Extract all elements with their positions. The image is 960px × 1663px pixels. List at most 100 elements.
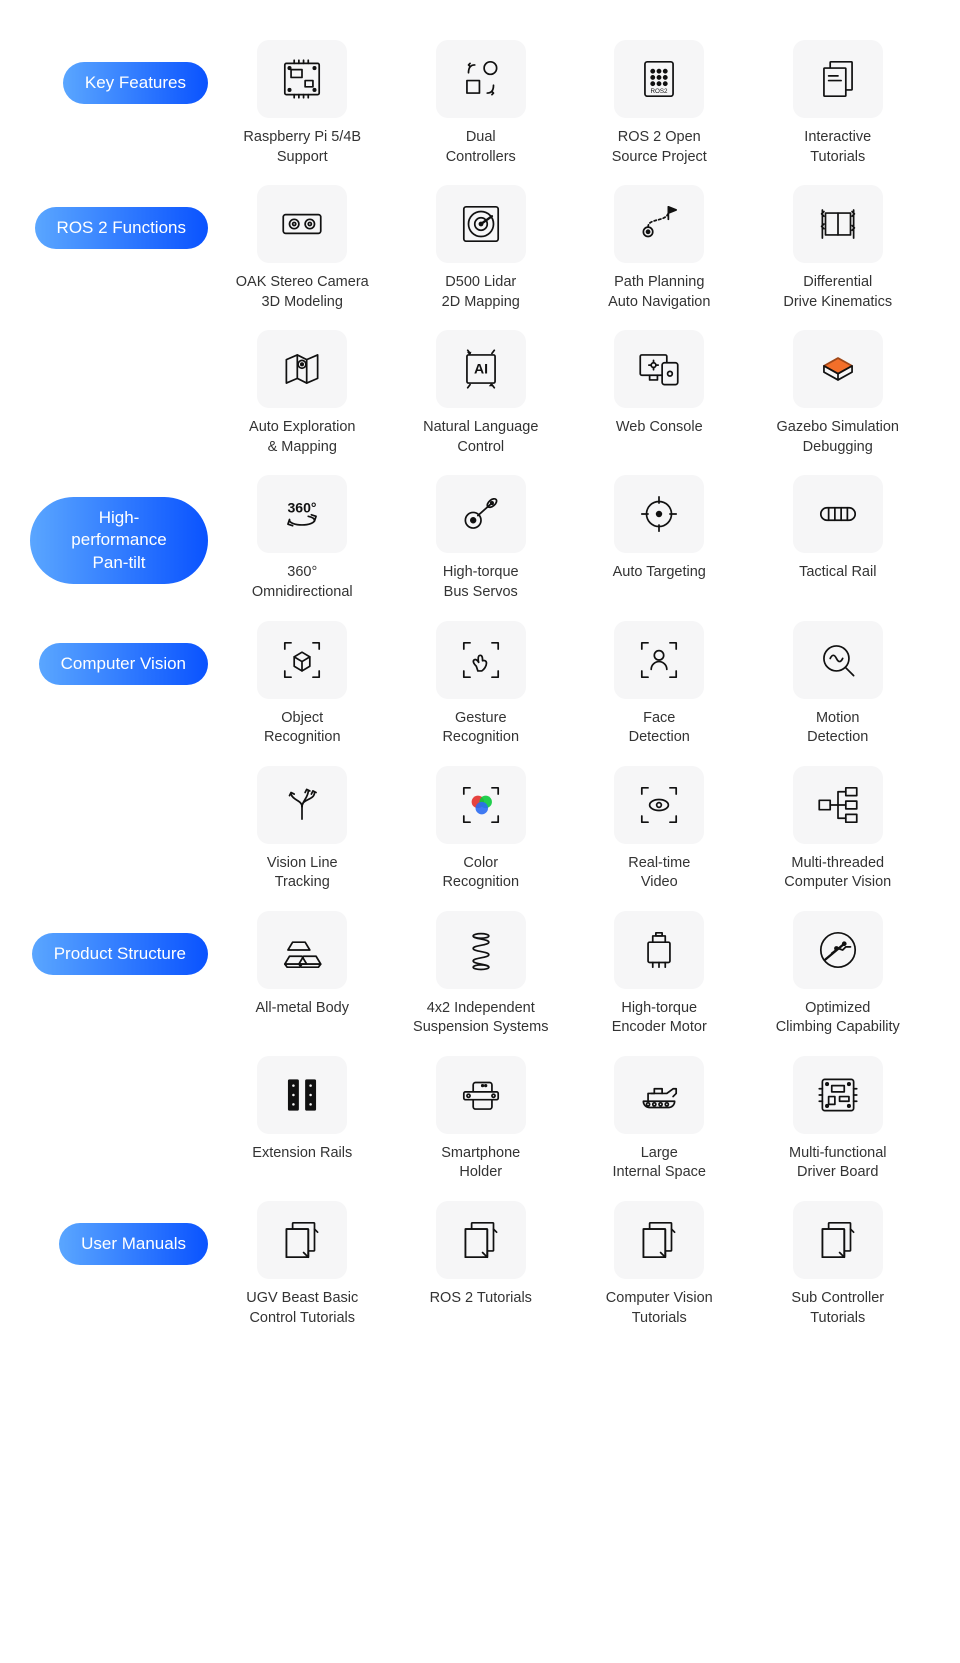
feature-caption: Path Planning Auto Navigation: [608, 273, 710, 312]
section-pill: Computer Vision: [39, 643, 208, 685]
feature-card: Multi-functional Driver Board: [756, 1056, 921, 1183]
card-grid: All-metal Body 4x2 Independent Suspension…: [220, 911, 920, 1038]
feature-card: ROS 2 Tutorials: [399, 1201, 564, 1328]
feature-card: Auto Exploration & Mapping: [220, 330, 385, 457]
section-label-column: Computer Vision: [30, 621, 220, 685]
feature-caption: Auto Targeting: [613, 563, 706, 583]
feature-row: User Manuals UGV Beast Basic Control Tuto…: [30, 1201, 920, 1328]
card-grid: 360° 360° Omnidirectional High-torque Bus …: [220, 475, 920, 602]
section-label-column: [30, 1056, 220, 1078]
feature-row: High-performance Pan-tilt 360° 360° Omnidi…: [30, 475, 920, 602]
feature-card: Multi-threaded Computer Vision: [756, 766, 921, 893]
feature-card: Gazebo Simulation Debugging: [756, 330, 921, 457]
feature-caption: High-torque Bus Servos: [443, 563, 519, 602]
feature-card: ROS2ROS 2 Open Source Project: [577, 40, 742, 167]
spring-icon: [436, 911, 526, 989]
manual-icon: [257, 1201, 347, 1279]
ai-nlp-icon: AI: [436, 330, 526, 408]
section-pill: ROS 2 Functions: [35, 207, 208, 249]
manual-icon: [436, 1201, 526, 1279]
section-label-column: Key Features: [30, 40, 220, 104]
feature-card: Extension Rails: [220, 1056, 385, 1183]
feature-card: All-metal Body: [220, 911, 385, 1038]
feature-caption: Sub Controller Tutorials: [791, 1289, 884, 1328]
feature-caption: Dual Controllers: [446, 128, 516, 167]
board-icon: [257, 40, 347, 118]
section-label-column: User Manuals: [30, 1201, 220, 1265]
diff-drive-icon: [793, 185, 883, 263]
feature-card: Raspberry Pi 5/4B Support: [220, 40, 385, 167]
feature-card: Large Internal Space: [577, 1056, 742, 1183]
card-grid: Vision Line Tracking Color Recognition Rea…: [220, 766, 920, 893]
motion-icon: [793, 621, 883, 699]
section-label-column: [30, 330, 220, 352]
feature-caption: UGV Beast Basic Control Tutorials: [246, 1289, 358, 1328]
feature-row: Key FeaturesRaspberry Pi 5/4B Support Dua…: [30, 40, 920, 167]
feature-row: Auto Exploration & Mapping AI Natural Lang…: [30, 330, 920, 457]
feature-card: Dual Controllers: [399, 40, 564, 167]
feature-card: High-torque Bus Servos: [399, 475, 564, 602]
feature-card: 360° 360° Omnidirectional: [220, 475, 385, 602]
feature-card: Vision Line Tracking: [220, 766, 385, 893]
gesture-icon: [436, 621, 526, 699]
climb-icon: [793, 911, 883, 989]
feature-caption: Motion Detection: [807, 709, 868, 748]
feature-card: Real-time Video: [577, 766, 742, 893]
feature-card: Sub Controller Tutorials: [756, 1201, 921, 1328]
svg-text:360°: 360°: [288, 500, 317, 516]
radar-icon: [436, 185, 526, 263]
section-label-column: Product Structure: [30, 911, 220, 975]
servo-icon: [436, 475, 526, 553]
card-grid: Extension Rails Smartphone Holder Large In…: [220, 1056, 920, 1183]
enc-motor-icon: [614, 911, 704, 989]
feature-caption: High-torque Encoder Motor: [612, 999, 707, 1038]
card-grid: OAK Stereo Camera 3D Modeling D500 Lidar …: [220, 185, 920, 312]
feature-caption: D500 Lidar 2D Mapping: [442, 273, 520, 312]
svg-text:AI: AI: [474, 361, 488, 377]
feature-caption: Smartphone Holder: [441, 1144, 520, 1183]
feature-caption: Gazebo Simulation Debugging: [776, 418, 899, 457]
stereo-cam-icon: [257, 185, 347, 263]
feature-card: Object Recognition: [220, 621, 385, 748]
card-grid: UGV Beast Basic Control Tutorials ROS 2 T…: [220, 1201, 920, 1328]
feature-caption: Computer Vision Tutorials: [606, 1289, 713, 1328]
feature-card: AI Natural Language Control: [399, 330, 564, 457]
feature-caption: Natural Language Control: [423, 418, 538, 457]
feature-card: OAK Stereo Camera 3D Modeling: [220, 185, 385, 312]
section-pill: User Manuals: [59, 1223, 208, 1265]
feature-caption: Object Recognition: [264, 709, 341, 748]
feature-card: Gesture Recognition: [399, 621, 564, 748]
feature-card: Path Planning Auto Navigation: [577, 185, 742, 312]
feature-card: High-torque Encoder Motor: [577, 911, 742, 1038]
feature-caption: Large Internal Space: [612, 1144, 706, 1183]
dual-ctrl-icon: [436, 40, 526, 118]
feature-card: Color Recognition: [399, 766, 564, 893]
feature-card: Tactical Rail: [756, 475, 921, 602]
feature-card: Computer Vision Tutorials: [577, 1201, 742, 1328]
target-icon: [614, 475, 704, 553]
feature-caption: All-metal Body: [256, 999, 349, 1019]
section-pill: Product Structure: [32, 933, 208, 975]
feature-row: Vision Line Tracking Color Recognition Rea…: [30, 766, 920, 893]
face-icon: [614, 621, 704, 699]
feature-grid-root: Key FeaturesRaspberry Pi 5/4B Support Dua…: [30, 40, 920, 1328]
manual-icon: [793, 1201, 883, 1279]
feature-caption: Face Detection: [629, 709, 690, 748]
feature-caption: 4x2 Independent Suspension Systems: [413, 999, 548, 1038]
feature-caption: Color Recognition: [442, 854, 519, 893]
color-rec-icon: [436, 766, 526, 844]
feature-caption: Optimized Climbing Capability: [776, 999, 900, 1038]
feature-card: UGV Beast Basic Control Tutorials: [220, 1201, 385, 1328]
metal-ingot-icon: [257, 911, 347, 989]
feature-card: Web Console: [577, 330, 742, 457]
line-track-icon: [257, 766, 347, 844]
feature-card: Auto Targeting: [577, 475, 742, 602]
feature-caption: ROS 2 Open Source Project: [612, 128, 707, 167]
section-label-column: High-performance Pan-tilt: [30, 475, 220, 583]
manual-icon: [614, 1201, 704, 1279]
feature-row: Extension Rails Smartphone Holder Large In…: [30, 1056, 920, 1183]
feature-row: Product Structure All-metal Body 4x2 Indep…: [30, 911, 920, 1038]
rot360-icon: 360°: [257, 475, 347, 553]
ext-rails-icon: [257, 1056, 347, 1134]
feature-caption: 360° Omnidirectional: [252, 563, 353, 602]
